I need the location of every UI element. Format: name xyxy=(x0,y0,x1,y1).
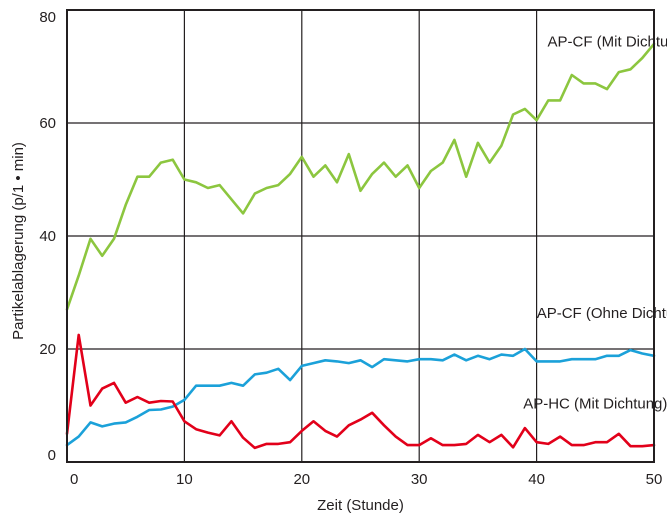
series-line-3 xyxy=(65,333,656,450)
x-tick-label: 50 xyxy=(646,471,663,488)
y-tick-label: 40 xyxy=(39,228,56,245)
x-tick-label: 20 xyxy=(293,471,310,488)
x-tick-label: 40 xyxy=(528,471,545,488)
x-tick-label: 30 xyxy=(411,471,428,488)
y-axis-title: Partikelablagerung (p/1 • min) xyxy=(10,142,27,340)
y-tick-label: 0 xyxy=(48,447,56,464)
x-tick-label: 0 xyxy=(70,471,78,488)
series-lines xyxy=(65,42,656,450)
series-label-3: AP-HC (Mit Dichtung) xyxy=(523,395,667,412)
series-label-2: AP-CF (Ohne Dichtungen) xyxy=(537,305,667,322)
plot-frame xyxy=(66,9,655,463)
y-tick-label: 80 xyxy=(39,9,56,26)
grid-lines xyxy=(67,10,654,462)
series-labels: AP-CF (Mit Dichtung) AP-CF (Ohne Dichtung… xyxy=(523,34,667,413)
series-label-1: AP-CF (Mit Dichtung) xyxy=(548,34,667,51)
y-tick-label: 60 xyxy=(39,115,56,132)
series-line-2 xyxy=(65,347,656,447)
x-axis-title: Zeit (Stunde) xyxy=(317,497,404,514)
y-tick-label: 20 xyxy=(39,341,56,358)
x-tick-label: 10 xyxy=(176,471,193,488)
series-line-1 xyxy=(65,42,656,311)
tick-labels: 0 10 20 30 40 50 0 20 40 60 80 xyxy=(39,9,662,488)
